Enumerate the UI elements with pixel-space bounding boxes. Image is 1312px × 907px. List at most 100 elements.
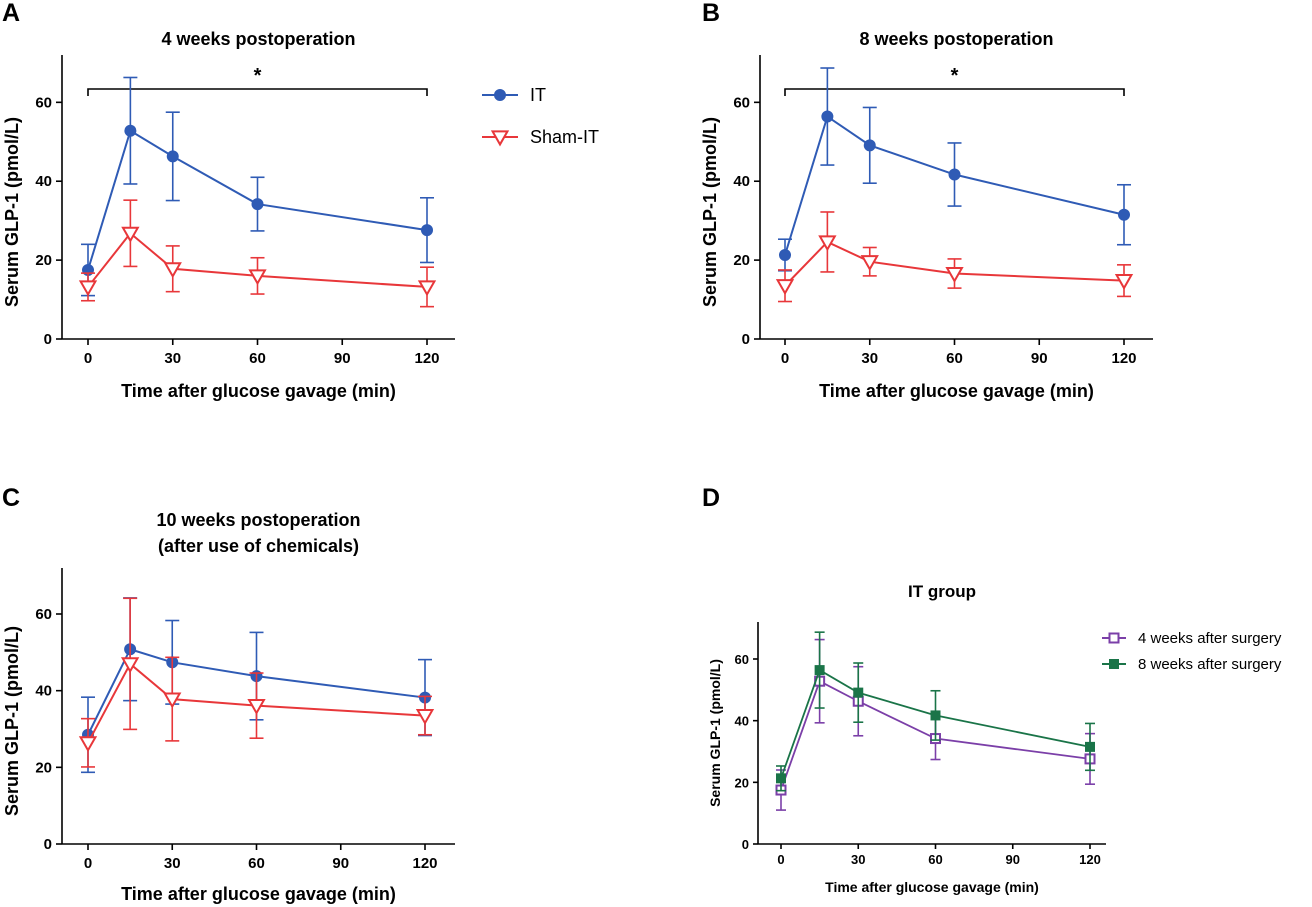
x-tick-label: 0 [781, 350, 789, 367]
x-tick-label: 30 [164, 350, 181, 367]
data-point [78, 280, 98, 297]
data-point [818, 235, 837, 252]
series-sham-it [775, 211, 1134, 303]
data-point [779, 248, 791, 261]
x-tick-label: 120 [412, 855, 437, 872]
x-tick-label: 30 [164, 855, 181, 872]
panel-letter: B [702, 0, 720, 27]
chart-subtitle: (after use of chemicals) [158, 536, 359, 556]
series-it [81, 76, 434, 297]
x-tick-label: 90 [334, 350, 351, 367]
y-tick-label: 60 [35, 94, 52, 111]
data-point [166, 150, 179, 163]
legend-label: 4 weeks after surgery [1138, 630, 1282, 647]
data-point [1085, 741, 1095, 752]
data-point [775, 279, 795, 296]
data-point [78, 736, 98, 753]
data-point [247, 699, 266, 716]
chart-title: 4 weeks postoperation [161, 29, 355, 49]
data-point [860, 255, 879, 272]
y-tick-label: 40 [35, 173, 52, 190]
x-axis-label: Time after glucose gavage (min) [121, 884, 396, 904]
y-tick-label: 0 [44, 836, 52, 853]
legend-item: 4 weeks after surgery [1102, 630, 1282, 647]
data-point [124, 124, 137, 137]
x-tick-label: 0 [777, 852, 784, 867]
data-point [490, 130, 510, 147]
x-tick-label: 60 [249, 350, 266, 367]
legend: IT Sham-IT [482, 85, 599, 147]
legend-label: 8 weeks after surgery [1138, 656, 1282, 673]
x-tick-label: 0 [84, 855, 92, 872]
x-tick-label: 60 [248, 855, 265, 872]
x-tick-label: 30 [861, 350, 878, 367]
x-tick-label: 0 [84, 350, 92, 367]
data-point [821, 110, 834, 123]
data-point [248, 269, 267, 286]
data-point [421, 224, 433, 237]
significance-bracket [784, 88, 1125, 96]
y-axis-label: Serum GLP-1 (pmol/L) [2, 626, 22, 816]
data-point [494, 89, 506, 101]
chart-panel-d: IT group 0 20 40 60 0 30 60 90 120 Time after gluc… [707, 582, 1282, 895]
y-tick-label: 0 [44, 331, 52, 348]
x-axis-label: Time after glucose gavage (min) [825, 879, 1039, 895]
y-tick-label: 0 [742, 331, 750, 348]
significance-label: * [951, 65, 959, 87]
x-tick-label: 60 [928, 852, 942, 867]
x-tick-label: 30 [851, 852, 865, 867]
chart-title: IT group [908, 582, 976, 601]
y-tick-label: 60 [35, 606, 52, 623]
data-point [863, 139, 876, 152]
y-tick-label: 20 [35, 759, 52, 776]
x-tick-label: 120 [1079, 852, 1101, 867]
y-axis-label: Serum GLP-1 (pmol/L) [700, 117, 720, 307]
significance-bracket [87, 88, 428, 96]
x-tick-label: 90 [1031, 350, 1048, 367]
data-point [776, 773, 786, 784]
chart-title: 10 weeks postoperation [156, 510, 360, 530]
chart-panel-a: 4 weeks postoperation 0 20 40 60 0 30 60 90 120 Ti… [2, 29, 599, 401]
data-point [121, 226, 140, 243]
legend-label: IT [530, 85, 546, 105]
y-tick-label: 20 [735, 775, 749, 790]
legend-item: IT [482, 85, 546, 105]
x-axis-label: Time after glucose gavage (min) [121, 381, 396, 401]
panel-letter: C [2, 484, 20, 512]
data-point [120, 657, 140, 674]
x-tick-label: 90 [332, 855, 349, 872]
data-point [814, 665, 825, 676]
chart-panel-b: 8 weeks postoperation 0 20 40 60 0 30 60 90 120 Ti… [700, 29, 1153, 401]
x-axis-label: Time after glucose gavage (min) [819, 381, 1094, 401]
data-point [163, 692, 182, 709]
data-point [163, 262, 182, 279]
panel-letter: A [2, 0, 20, 27]
y-tick-label: 40 [35, 683, 52, 700]
series-sham-it [78, 597, 435, 768]
legend-label: Sham-IT [530, 127, 599, 147]
significance-label: * [254, 65, 262, 87]
data-point [948, 168, 961, 181]
x-tick-label: 90 [1006, 852, 1020, 867]
data-point [1114, 274, 1134, 291]
x-tick-label: 60 [946, 350, 963, 367]
x-tick-label: 120 [1111, 350, 1136, 367]
data-point [945, 266, 964, 283]
chart-panel-c: 10 weeks postoperation (after use of chem… [2, 510, 455, 904]
x-tick-label: 120 [414, 350, 439, 367]
y-tick-label: 40 [733, 173, 750, 190]
panel-letter: D [702, 484, 720, 512]
y-axis-label: Serum GLP-1 (pmol/L) [707, 659, 723, 807]
data-point [930, 710, 941, 721]
series-8-weeks-after-surgery [776, 631, 1095, 792]
data-point [1108, 632, 1120, 644]
chart-title: 8 weeks postoperation [859, 29, 1053, 49]
data-point [1109, 659, 1119, 669]
series-sham-it [78, 199, 437, 308]
legend-item: 8 weeks after surgery [1102, 656, 1282, 673]
legend: 4 weeks after surgery 8 weeks after surge… [1102, 630, 1282, 673]
series-it [778, 67, 1131, 272]
y-tick-label: 60 [733, 94, 750, 111]
data-point [853, 687, 864, 698]
